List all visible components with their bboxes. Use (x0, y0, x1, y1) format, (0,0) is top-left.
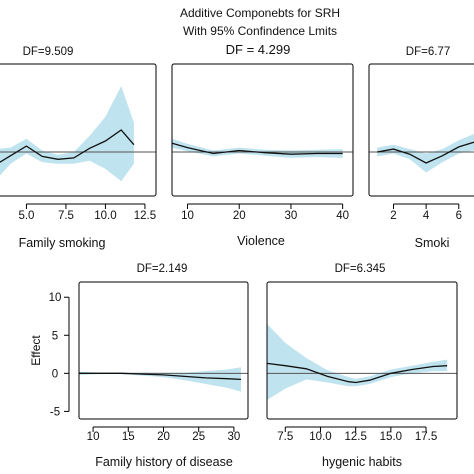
panel-1: 5.0 7.5 10.0 12.5 DF=9.509 Family smoking (0, 46, 157, 250)
figure-title-line2: With 95% Confindence Lmits (183, 24, 337, 38)
panel-4: 10 15 20 25 30 10 5 0 -5 Effect DF=2.149 Family his… (29, 263, 249, 469)
y-tick-label: 5 (52, 330, 58, 342)
x-tick-label: 15 (122, 431, 135, 443)
smooth-curve (0, 129, 135, 163)
x-tick-label: 2 (390, 210, 396, 222)
x-axis-label: Family smoking (19, 236, 106, 250)
x-tick-label: 40 (336, 210, 349, 222)
x-tick-label: 30 (285, 210, 298, 222)
x-tick-label: 10.0 (309, 431, 331, 443)
x-tick-label: 10 (181, 210, 194, 222)
x-tick-label: 15.0 (380, 431, 402, 443)
x-tick-label: 7.5 (277, 431, 293, 443)
x-axis-label: Smoki (415, 236, 450, 250)
confidence-band (172, 138, 343, 158)
x-tick-label: 6 (456, 210, 462, 222)
x-tick-label: 25 (192, 431, 205, 443)
x-tick-label: 10 (87, 431, 100, 443)
x-tick-label: 10.0 (94, 210, 116, 222)
smooth-curve (79, 372, 242, 381)
smooth-curve (267, 362, 448, 384)
x-tick-label: 17.5 (415, 431, 437, 443)
x-tick-label: 20 (233, 210, 246, 222)
x-axis-label: Violence (237, 234, 285, 248)
y-tick-label: -5 (50, 406, 60, 418)
x-tick-label: 4 (423, 210, 430, 222)
panel-frame (0, 63, 157, 197)
panel-2: 10 20 30 40 DF = 4.299 Violence (171, 42, 354, 248)
x-axis-label: hygenic habits (322, 455, 402, 469)
x-tick-label: 12.5 (344, 431, 366, 443)
confidence-band (79, 367, 241, 392)
panel-frame (171, 63, 354, 197)
confidence-band (377, 133, 474, 173)
x-tick-label: 20 (157, 431, 170, 443)
panel-frame (266, 281, 458, 420)
y-tick-label: 0 (52, 368, 58, 380)
smooth-curve (172, 142, 343, 155)
x-tick-label: 5.0 (18, 210, 34, 222)
x-tick-label: 7.5 (58, 210, 74, 222)
panel-frame (368, 63, 474, 197)
smooth-curve (377, 141, 474, 164)
df-label: DF=9.509 (23, 46, 74, 58)
df-label: DF=6.345 (335, 263, 386, 275)
confidence-band (0, 86, 134, 182)
x-axis-label: Family history of disease (95, 455, 233, 469)
y-tick-label: 10 (49, 292, 62, 304)
x-tick-label: 12.5 (134, 210, 156, 222)
confidence-band (267, 323, 448, 400)
x-tick-label: 30 (228, 431, 241, 443)
y-axis-label: Effect (29, 335, 43, 366)
figure-title-line1: Additive Componebts for SRH (180, 6, 340, 20)
df-label: DF = 4.299 (226, 42, 291, 57)
panel-frame (78, 281, 249, 420)
panel-3: 2 4 6 DF=6.77 Smoki (368, 46, 474, 250)
panel-5: 7.5 10.0 12.5 15.0 17.5 DF=6.345 hygenic habit… (266, 263, 458, 469)
df-label: DF=6.77 (406, 46, 450, 58)
df-label: DF=2.149 (137, 263, 188, 275)
